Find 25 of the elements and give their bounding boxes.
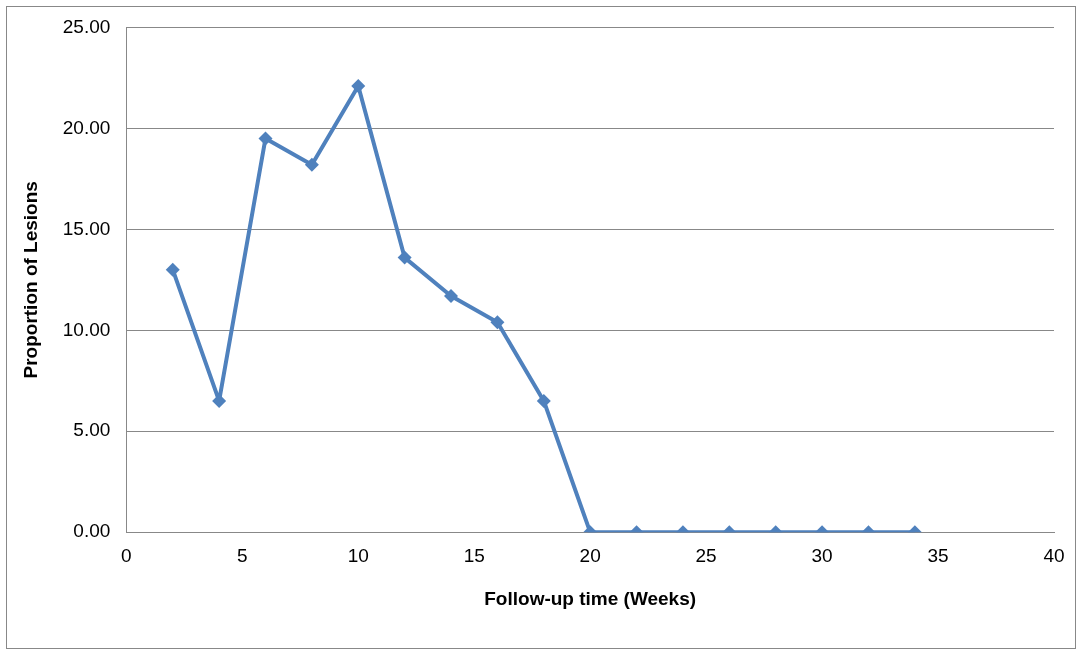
- point: [444, 288, 459, 303]
- y-axis-title: Proportion of Lesions: [19, 181, 41, 379]
- point: [397, 250, 412, 265]
- x-tick-label: 35: [927, 545, 949, 568]
- point: [165, 262, 180, 277]
- y-tick-label: 25.00: [62, 15, 111, 37]
- point: [536, 393, 551, 408]
- y-tick-label: 20.00: [62, 116, 111, 138]
- y-tick-label: 5.00: [73, 419, 111, 441]
- y-tick-label: 15.00: [62, 217, 111, 239]
- x-tick-label: 30: [811, 545, 833, 568]
- y-tick-label: 0.00: [73, 520, 111, 542]
- point: [490, 315, 505, 330]
- x-tick-label: 5: [237, 545, 248, 568]
- point: [351, 78, 366, 93]
- x-tick-label: 15: [463, 545, 485, 568]
- x-tick-label: 20: [579, 545, 601, 568]
- y-tick-label: 10.00: [62, 318, 111, 340]
- point: [304, 157, 319, 172]
- x-tick-label: 40: [1043, 545, 1065, 568]
- x-tick-label: 0: [121, 545, 132, 568]
- x-tick-label: 10: [347, 545, 369, 568]
- point: [258, 131, 273, 146]
- x-tick-label: 25: [695, 545, 717, 568]
- x-axis-title: Follow-up time (Weeks): [484, 587, 697, 609]
